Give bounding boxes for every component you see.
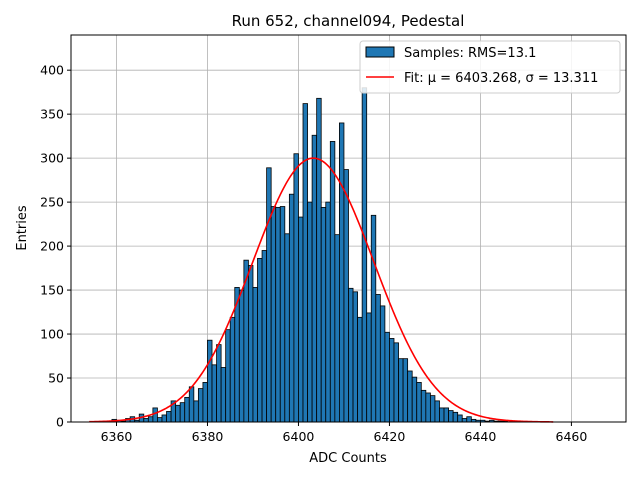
histogram-bar bbox=[416, 382, 422, 423]
histogram-bar bbox=[407, 370, 413, 423]
histogram-bar bbox=[425, 392, 431, 423]
x-tick-label: 6380 bbox=[192, 429, 224, 444]
histogram-bar bbox=[197, 388, 204, 423]
histogram-bar bbox=[448, 410, 454, 423]
x-tick-label: 6460 bbox=[556, 429, 588, 444]
plot-frame bbox=[70, 34, 627, 423]
histogram-bar bbox=[339, 122, 345, 423]
histogram-bar bbox=[143, 418, 149, 423]
histogram-bar bbox=[147, 416, 154, 423]
legend-histogram-label: Samples: RMS=13.1 bbox=[404, 46, 536, 61]
fit-curve-layer bbox=[89, 157, 554, 423]
histogram-bar bbox=[166, 411, 172, 423]
histogram-bar bbox=[311, 134, 318, 423]
histogram-bar bbox=[398, 358, 404, 423]
histogram-bar bbox=[366, 312, 372, 423]
legend-histogram-swatch bbox=[365, 46, 395, 58]
histogram-bar bbox=[370, 214, 377, 423]
x-tick-label: 6400 bbox=[283, 429, 315, 444]
histogram-bar bbox=[225, 329, 231, 423]
y-tick-label: 350 bbox=[40, 107, 64, 122]
histogram-bar bbox=[220, 367, 227, 423]
histogram-bar bbox=[320, 206, 327, 423]
histogram-bar bbox=[188, 386, 195, 423]
x-tick-label: 6440 bbox=[465, 429, 497, 444]
histogram-bar bbox=[248, 265, 254, 423]
histogram-bar bbox=[434, 400, 440, 423]
histogram-bar bbox=[279, 206, 286, 423]
histogram-bar bbox=[466, 416, 472, 423]
histogram-bar bbox=[211, 364, 217, 423]
histogram-bar bbox=[298, 216, 304, 423]
histogram-bar bbox=[393, 342, 399, 423]
histogram-bar bbox=[175, 404, 181, 423]
histogram-bar bbox=[207, 339, 213, 423]
fit-curve bbox=[89, 157, 554, 423]
y-tick-label: 200 bbox=[40, 239, 64, 254]
histogram-bar bbox=[275, 206, 281, 423]
histogram-bar bbox=[329, 141, 336, 423]
histogram-bar bbox=[293, 153, 299, 423]
legend-fit-label: Fit: μ = 6403.268, σ = 13.311 bbox=[404, 71, 598, 86]
histogram-bar bbox=[307, 201, 313, 423]
histogram-bar bbox=[216, 344, 222, 423]
axis-ticks: 6360 6380 6400 6420 6440 6460 0 50 100 150 200 250 3… bbox=[40, 63, 587, 444]
histogram-bar bbox=[270, 206, 277, 423]
histogram-bar bbox=[261, 250, 268, 423]
histogram-bar bbox=[461, 418, 468, 423]
histogram-bar bbox=[389, 338, 395, 423]
histogram-bar bbox=[325, 201, 331, 423]
y-tick-label: 150 bbox=[40, 283, 64, 298]
legend: Samples: RMS=13.1 Fit: μ = 6403.268, σ =… bbox=[359, 40, 621, 94]
histogram-bar bbox=[343, 169, 349, 423]
histogram-bar bbox=[202, 382, 208, 423]
histogram-bar bbox=[266, 167, 272, 423]
y-axis-label: Entries bbox=[15, 205, 30, 251]
histogram-bar bbox=[402, 358, 409, 423]
histogram-bar bbox=[288, 193, 295, 423]
histogram-bar bbox=[384, 331, 390, 423]
histogram-bar bbox=[411, 376, 418, 423]
histogram-bar bbox=[420, 389, 427, 423]
histogram-bar bbox=[452, 411, 459, 423]
histogram-bar bbox=[375, 294, 381, 423]
histogram-bar bbox=[302, 103, 308, 423]
histogram-bar bbox=[152, 407, 158, 423]
y-tick-label: 0 bbox=[56, 415, 64, 430]
histogram-bar bbox=[252, 287, 258, 423]
histogram-bar bbox=[443, 407, 449, 423]
y-tick-label: 100 bbox=[40, 327, 64, 342]
legend-box bbox=[359, 40, 621, 94]
histogram-bar bbox=[457, 414, 463, 423]
y-tick-label: 400 bbox=[40, 63, 64, 78]
y-tick-label: 250 bbox=[40, 195, 64, 210]
chart-title: Run 652, channel094, Pedestal bbox=[232, 12, 465, 30]
histogram-bar bbox=[238, 289, 245, 423]
histogram-bar bbox=[193, 400, 199, 423]
histogram-bar bbox=[429, 395, 436, 423]
histogram-bar bbox=[361, 87, 368, 423]
histogram-bar bbox=[229, 316, 236, 423]
histogram-bar bbox=[348, 287, 354, 423]
x-axis-label: ADC Counts bbox=[309, 451, 387, 466]
histogram-bar bbox=[184, 396, 190, 423]
histogram-bar bbox=[334, 234, 340, 423]
histogram-bar bbox=[157, 417, 163, 423]
histogram-bar bbox=[357, 316, 363, 423]
histogram-bar bbox=[352, 291, 358, 423]
histogram-bar bbox=[284, 233, 290, 423]
histogram-bar bbox=[316, 97, 322, 423]
histogram-bar bbox=[379, 305, 386, 423]
y-tick-label: 300 bbox=[40, 151, 64, 166]
y-tick-label: 50 bbox=[48, 371, 64, 386]
histogram-bar bbox=[439, 407, 445, 423]
histogram-bar bbox=[257, 258, 263, 423]
histogram-bar bbox=[179, 402, 186, 423]
x-tick-label: 6420 bbox=[374, 429, 406, 444]
histogram-bar bbox=[161, 414, 167, 423]
x-tick-label: 6360 bbox=[101, 429, 133, 444]
